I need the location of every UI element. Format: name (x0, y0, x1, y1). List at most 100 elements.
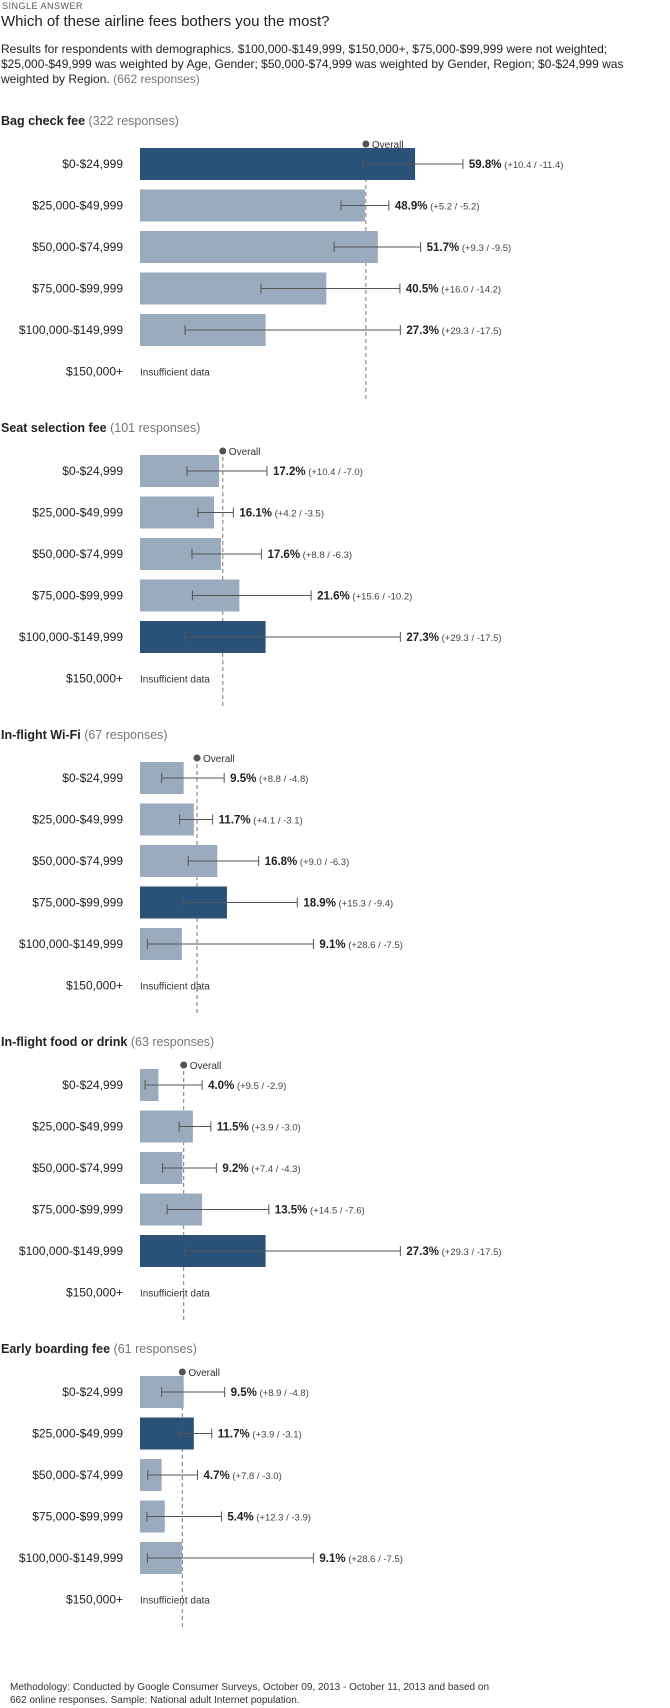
value-percent: 17.6% (267, 549, 300, 561)
category-label: $0-$24,999 (62, 1078, 123, 1092)
error-range-label: (+3.9 / -3.1) (250, 1430, 302, 1441)
category-label: $0-$24,999 (62, 464, 123, 478)
value-label: 27.3% (+29.3 / -17.5) (406, 632, 501, 644)
category-label: $25,000-$49,999 (32, 1120, 123, 1134)
error-range-label: (+28.6 / -7.5) (346, 940, 403, 951)
value-percent: 16.1% (239, 508, 272, 520)
category-label: $0-$24,999 (62, 1385, 123, 1399)
value-percent: 4.0% (208, 1080, 234, 1092)
value-label: 27.3% (+29.3 / -17.5) (406, 1246, 501, 1258)
value-percent: 59.8% (469, 159, 502, 171)
error-range-label: (+29.3 / -17.5) (439, 326, 502, 337)
chart-5-response-count: (61 responses) (110, 1342, 197, 1356)
error-range-label: (+8.8 / -6.3) (300, 550, 352, 561)
value-percent: 18.9% (303, 898, 336, 910)
error-range-label: (+5.2 / -5.2) (427, 202, 479, 213)
value-label: 16.8% (+9.0 / -6.3) (265, 856, 350, 868)
value-label: 4.0% (+9.5 / -2.9) (208, 1080, 286, 1092)
chart-5-overall-dot (178, 1368, 186, 1376)
insufficient-data-label: Insufficient data (140, 982, 210, 993)
chart-4-overall-label: Overall (190, 1061, 222, 1072)
category-label: $50,000-$74,999 (32, 854, 123, 868)
error-range-label: (+10.4 / -11.4) (502, 160, 564, 171)
value-percent: 11.5% (217, 1122, 249, 1134)
chart-2-title-text: Seat selection fee (1, 421, 107, 435)
error-range-label: (+7.4 / -4.3) (249, 1164, 301, 1175)
value-label: 40.5% (+16.0 / -14.2) (406, 284, 501, 296)
weighting-note: Results for respondents with demographic… (1, 42, 624, 86)
value-label: 11.7% (+4.1 / -3.1) (219, 815, 303, 827)
category-label: $75,000-$99,999 (32, 589, 123, 603)
error-range-label: (+8.8 / -4.8) (256, 774, 308, 785)
chart-4-response-count: (63 responses) (127, 1035, 214, 1049)
value-percent: 9.5% (231, 1387, 257, 1399)
error-range-label: (+7.8 / -3.0) (230, 1471, 282, 1482)
chart-1-title: Bag check fee (322 responses) (1, 114, 179, 128)
category-label: $100,000-$149,999 (19, 937, 123, 951)
chart-1-response-count: (322 responses) (85, 114, 179, 128)
methodology-note: Methodology: Conducted by Google Consume… (10, 1682, 489, 1706)
chart-5-title: Early boarding fee (61 responses) (1, 1342, 197, 1356)
error-range-label: (+29.3 / -17.5) (439, 1247, 502, 1258)
insufficient-data-label: Insufficient data (140, 1596, 210, 1607)
value-label: 9.1% (+28.6 / -7.5) (319, 1553, 403, 1565)
chart-3-response-count: (67 responses) (81, 728, 168, 742)
value-percent: 21.6% (317, 591, 350, 603)
value-label: 13.5% (+14.5 / -7.6) (275, 1205, 365, 1217)
chart-4-overall-dot (180, 1061, 188, 1069)
value-percent: 9.5% (230, 773, 256, 785)
insufficient-data-label: Insufficient data (140, 675, 210, 686)
bar (140, 189, 365, 222)
chart-3-title: In-flight Wi-Fi (67 responses) (1, 728, 168, 742)
value-percent: 16.8% (265, 856, 298, 868)
value-label: 48.9% (+5.2 / -5.2) (395, 201, 480, 213)
chart-1-overall-dot (362, 140, 370, 148)
value-label: 27.3% (+29.3 / -17.5) (406, 325, 501, 337)
error-range-label: (+4.2 / -3.5) (272, 509, 324, 520)
insufficient-data-label: Insufficient data (140, 1289, 210, 1300)
chart-2-response-count: (101 responses) (107, 421, 201, 435)
value-percent: 40.5% (406, 284, 439, 296)
results-description: Results for respondents with demographic… (1, 42, 665, 87)
value-percent: 9.1% (319, 1553, 345, 1565)
category-label: $25,000-$49,999 (32, 199, 123, 213)
value-percent: 27.3% (406, 325, 439, 337)
chart-3-title-text: In-flight Wi-Fi (1, 728, 81, 742)
value-percent: 27.3% (406, 1246, 439, 1258)
category-label: $50,000-$74,999 (32, 1161, 123, 1175)
error-range-label: (+28.6 / -7.5) (346, 1554, 403, 1565)
category-label: $75,000-$99,999 (32, 1510, 123, 1524)
chart-2-title: Seat selection fee (101 responses) (1, 421, 200, 435)
error-range-label: (+14.5 / -7.6) (307, 1206, 364, 1217)
category-label: $100,000-$149,999 (19, 630, 123, 644)
category-label: $100,000-$149,999 (19, 1551, 123, 1565)
value-percent: 11.7% (219, 815, 251, 827)
error-range-label: (+15.6 / -10.2) (350, 592, 413, 603)
category-label: $50,000-$74,999 (32, 1468, 123, 1482)
category-label: $50,000-$74,999 (32, 240, 123, 254)
value-percent: 9.1% (319, 939, 345, 951)
value-label: 9.5% (+8.8 / -4.8) (230, 773, 308, 785)
value-percent: 27.3% (406, 632, 439, 644)
category-label: $150,000+ (66, 365, 123, 379)
category-label: $100,000-$149,999 (19, 323, 123, 337)
value-label: 18.9% (+15.3 / -9.4) (303, 898, 393, 910)
category-label: $50,000-$74,999 (32, 547, 123, 561)
category-label: $100,000-$149,999 (19, 1244, 123, 1258)
chart-1-title-text: Bag check fee (1, 114, 85, 128)
chart-4-title-text: In-flight food or drink (1, 1035, 127, 1049)
category-label: $0-$24,999 (62, 157, 123, 171)
value-percent: 48.9% (395, 201, 428, 213)
category-label: $75,000-$99,999 (32, 896, 123, 910)
value-label: 9.1% (+28.6 / -7.5) (319, 939, 403, 951)
value-percent: 4.7% (204, 1470, 230, 1482)
question-type-label: SINGLE ANSWER (2, 1, 84, 11)
category-label: $75,000-$99,999 (32, 1203, 123, 1217)
error-range-label: (+29.3 / -17.5) (439, 633, 502, 644)
chart-5-overall-label: Overall (188, 1368, 220, 1379)
chart-1-overall-label: Overall (372, 140, 404, 151)
value-percent: 17.2% (273, 466, 306, 478)
value-percent: 9.2% (222, 1163, 248, 1175)
value-percent: 5.4% (227, 1512, 253, 1524)
error-range-label: (+9.3 / -9.5) (459, 243, 511, 254)
